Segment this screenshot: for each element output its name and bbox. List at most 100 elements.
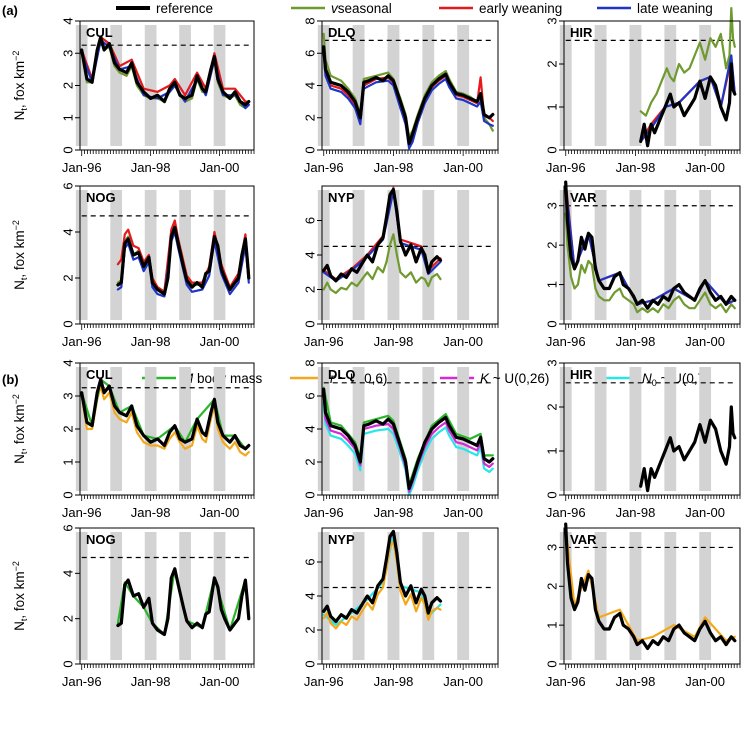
y-tick-label: 3 [60, 50, 75, 57]
winter-band [664, 532, 677, 660]
winter-band [457, 190, 470, 320]
winter-band [144, 367, 157, 491]
series-seasonal_v [564, 212, 736, 314]
series-lines [80, 35, 251, 110]
x-tick-label: Jan-96 [62, 674, 102, 689]
x-tick-label: Jan-96 [546, 674, 586, 689]
y-tick-label: 6 [302, 392, 317, 399]
y-tick-label: 2 [60, 274, 75, 281]
plot-frame [79, 527, 255, 665]
y-axis-title: Nt, fox km−2 [11, 51, 29, 121]
y-tick-label: 1 [544, 622, 559, 629]
winter-band [179, 190, 191, 320]
winter-band [317, 190, 330, 320]
y-tick-label: 1 [544, 281, 559, 288]
series-lines [564, 180, 737, 314]
x-tick-label: Jan-96 [304, 505, 344, 520]
x-axis: Jan-96 Jan-98 Jan-00 [62, 324, 255, 349]
x-axis: Jan-96 Jan-98 Jan-00 [62, 495, 255, 520]
y-axis: 0 1 2 3 [544, 359, 564, 499]
x-tick-label: Jan-98 [374, 505, 414, 520]
winter-band [387, 532, 400, 660]
x-tick-label: Jan-98 [374, 160, 414, 175]
winter-band [144, 190, 157, 320]
panel-b-cul: CUL 0 1 2 3 4 Jan-96 Jan-98 Jan-00 Nt, fox km−2 [11, 359, 255, 520]
series-lines [322, 529, 443, 630]
plot-frame [563, 185, 741, 325]
x-tick-label: Jan-98 [131, 505, 171, 520]
y-tick-label: 0 [60, 491, 75, 498]
y-tick-label: 4 [302, 425, 317, 432]
x-axis: Jan-96 Jan-98 Jan-00 [304, 150, 499, 175]
winter-shading [317, 532, 470, 660]
winter-band [75, 367, 88, 491]
panels: (a) CUL 0 1 2 3 4 Jan-96 Jan-98 Jan-00 Nt, fox km−… [2, 3, 741, 689]
y-tick-label: 4 [60, 17, 75, 24]
series-reference [322, 45, 495, 146]
legend-label-K_uniform: K ~ U(0,26) [480, 371, 549, 386]
y-tick-label: 8 [302, 359, 317, 366]
y-tick-label: 3 [60, 392, 75, 399]
winter-band [699, 532, 712, 660]
winter-band [144, 25, 157, 146]
x-tick-label: Jan-00 [443, 160, 483, 175]
x-tick-label: Jan-98 [131, 674, 171, 689]
winter-band [594, 367, 607, 491]
y-axis: 0 2 4 6 [302, 217, 322, 328]
x-tick-label: Jan-96 [62, 160, 102, 175]
y-tick-label: 2 [60, 82, 75, 89]
winter-band [422, 25, 435, 146]
series-lines [116, 219, 251, 298]
winter-band [699, 190, 712, 320]
site-label: HIR [570, 367, 593, 382]
x-tick-label: Jan-96 [62, 334, 102, 349]
series-reference [80, 377, 251, 451]
series-lines [639, 405, 737, 493]
winter-band [75, 190, 88, 320]
winter-band [629, 190, 642, 320]
y-axis: 0 2 4 6 8 [302, 17, 322, 154]
x-tick-label: Jan-98 [374, 334, 414, 349]
y-tick-label: 4 [60, 228, 75, 235]
x-axis: Jan-96 Jan-98 Jan-00 [546, 664, 741, 689]
series-late_weaning [322, 52, 494, 150]
y-axis-title: Nt, fox km−2 [11, 220, 29, 290]
plot-frame [79, 185, 255, 325]
site-label: VAR [570, 532, 597, 547]
winter-band [664, 25, 677, 146]
panel-a-var: VAR 0 1 2 3 Jan-96 Jan-98 Jan-00 [544, 180, 741, 349]
winter-band [422, 367, 435, 491]
y-tick-label: 3 [544, 17, 559, 24]
series-reference [116, 567, 251, 637]
site-label: CUL [86, 367, 113, 382]
y-tick-label: 6 [302, 217, 317, 224]
winter-band [317, 25, 330, 146]
y-axis: 0 1 2 3 4 [60, 17, 80, 154]
site-label: DLQ [328, 367, 355, 382]
winter-band [457, 367, 470, 491]
site-label: VAR [570, 190, 597, 205]
winter-shading [559, 190, 712, 320]
x-tick-label: Jan-00 [685, 160, 725, 175]
legend-item-N0_uniform: N0 ~ U(0,7) [602, 371, 710, 388]
y-tick-label: 0 [60, 320, 75, 327]
y-tick-label: 0 [60, 146, 75, 153]
y-tick-label: 2 [544, 583, 559, 590]
winter-band [179, 367, 191, 491]
y-tick-label: 6 [302, 558, 317, 565]
x-axis: Jan-96 Jan-98 Jan-00 [304, 664, 499, 689]
y-axis: 0 2 4 6 8 [302, 359, 322, 499]
x-tick-label: Jan-98 [374, 674, 414, 689]
plot-frame [321, 185, 499, 325]
winter-band [144, 532, 157, 660]
x-tick-label: Jan-00 [443, 674, 483, 689]
series-lines [322, 32, 495, 150]
winter-band [629, 367, 642, 491]
y-tick-label: 2 [544, 242, 559, 249]
series-reference [80, 35, 251, 107]
y-tick-label: 1 [544, 103, 559, 110]
x-axis: Jan-96 Jan-98 Jan-00 [304, 324, 499, 349]
series-N0_uniform [322, 401, 494, 497]
y-tick-label: 2 [60, 615, 75, 622]
winter-band [75, 25, 88, 146]
